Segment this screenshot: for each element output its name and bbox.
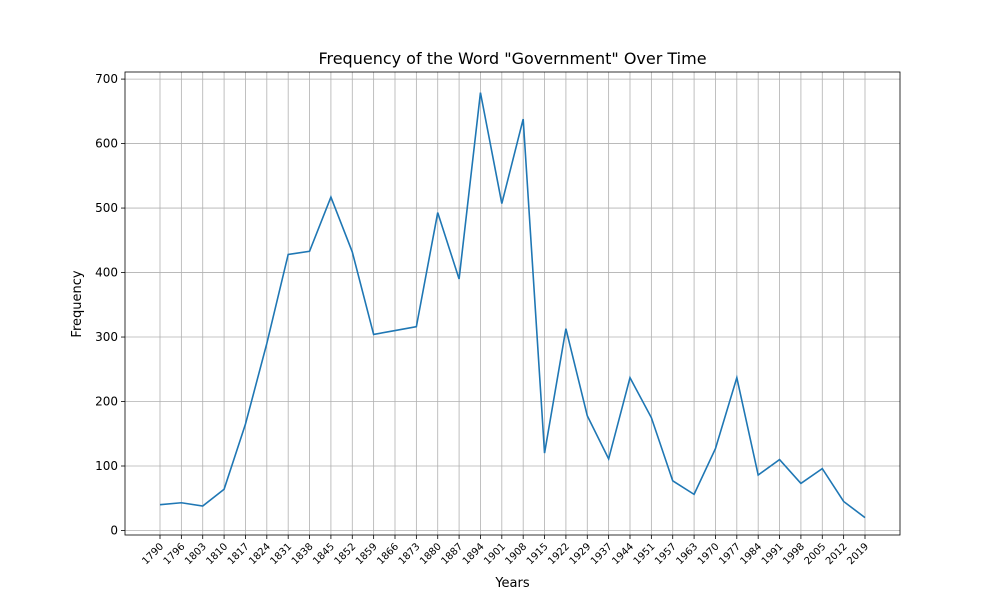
y-tick-label: 600 — [95, 137, 118, 151]
x-tick-label: 1991 — [760, 541, 786, 567]
plot-frame — [124, 71, 901, 536]
x-tick-label: 1796 — [162, 541, 188, 567]
x-tick-label: 1944 — [610, 541, 636, 567]
y-tick-label: 100 — [95, 459, 118, 473]
grid — [125, 72, 900, 535]
y-tick-label: 700 — [95, 72, 118, 86]
x-tick-label: 1908 — [504, 541, 530, 567]
x-tick-label: 1977 — [717, 541, 743, 567]
x-tick-label: 2019 — [845, 541, 871, 567]
x-tick-label: 2005 — [803, 541, 829, 567]
x-tick-label: 1957 — [653, 541, 679, 567]
x-tick-label: 1901 — [482, 541, 508, 567]
x-tick-label: 1866 — [375, 541, 401, 567]
y-tick-label: 500 — [95, 201, 118, 215]
x-tick-label: 1852 — [333, 541, 359, 567]
y-tick-label: 200 — [95, 395, 118, 409]
y-axis-label: Frequency — [70, 270, 85, 337]
x-tick-label: 1803 — [183, 541, 209, 567]
x-tick-label: 1894 — [461, 541, 487, 567]
x-tick-label: 1915 — [525, 541, 551, 567]
x-axis-ticks: 1790179618031810181718241831183818451852… — [140, 535, 871, 567]
x-tick-label: 1887 — [439, 541, 465, 567]
x-tick-label: 1831 — [269, 541, 295, 567]
x-tick-label: 1859 — [354, 541, 380, 567]
x-tick-label: 1824 — [247, 541, 273, 567]
x-tick-label: 1970 — [696, 541, 722, 567]
x-axis-label: Years — [494, 576, 530, 591]
y-axis-ticks: 0 100 200 300 400 500 600 700 — [95, 72, 125, 537]
y-tick-label: 400 — [95, 266, 118, 280]
x-tick-label: 1984 — [739, 541, 765, 567]
series-line — [159, 92, 866, 519]
x-tick-label: 1937 — [589, 541, 615, 567]
x-tick-label: 1810 — [204, 541, 230, 567]
x-tick-label: 1838 — [290, 541, 316, 567]
x-tick-label: 1998 — [781, 541, 807, 567]
x-tick-label: 1873 — [397, 541, 423, 567]
x-tick-label: 1817 — [226, 541, 252, 567]
x-tick-label: 1929 — [568, 541, 594, 567]
x-tick-label: 1845 — [311, 541, 337, 567]
x-tick-label: 1951 — [632, 541, 658, 567]
x-tick-label: 1922 — [546, 541, 572, 567]
x-tick-label: 2012 — [824, 541, 850, 567]
chart-title: Frequency of the Word "Government" Over … — [318, 49, 706, 68]
x-tick-label: 1880 — [418, 541, 444, 567]
y-tick-label: 300 — [95, 330, 118, 344]
x-tick-label: 1963 — [674, 541, 700, 567]
y-tick-label: 0 — [110, 523, 118, 537]
x-tick-label: 1790 — [140, 541, 166, 567]
